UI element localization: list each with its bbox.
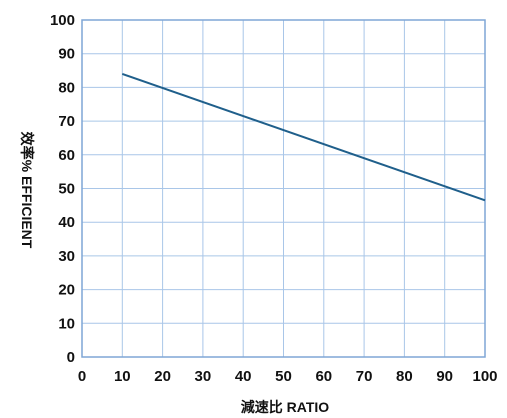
plot-area-border [81,19,486,358]
x-tick-label: 70 [356,368,373,385]
y-tick-label: 40 [58,214,75,231]
y-tick-label: 0 [67,349,75,366]
efficiency-line [121,72,486,202]
x-tick-label: 60 [315,368,332,385]
x-tick-label: 30 [195,368,212,385]
y-tick-label: 10 [58,315,75,332]
grid [81,19,486,358]
x-tick-labels: 0 10 20 30 40 50 60 70 80 90 100 [78,368,498,385]
y-tick-label: 90 [58,46,75,63]
y-tick-label: 60 [58,147,75,164]
x-tick-label: 90 [436,368,453,385]
x-tick-label: 100 [472,368,497,385]
x-tick-label: 80 [396,368,413,385]
x-tick-label: 50 [275,368,292,385]
x-tick-label: 10 [114,368,131,385]
x-tick-label: 40 [235,368,252,385]
y-tick-labels: 0 10 20 30 40 50 60 70 80 90 100 [50,12,75,366]
y-tick-label: 20 [58,282,75,299]
y-tick-label: 70 [58,113,75,130]
x-tick-label: 0 [78,368,86,385]
x-tick-label: 20 [154,368,171,385]
y-tick-label: 80 [58,79,75,96]
y-tick-label: 30 [58,248,75,265]
series-layer [121,72,486,202]
y-tick-label: 50 [58,181,75,198]
y-tick-label: 100 [50,12,75,29]
y-axis-title: 效率% EFFICIENT [19,132,35,249]
x-axis-title: 減速比 RATIO [241,399,330,415]
